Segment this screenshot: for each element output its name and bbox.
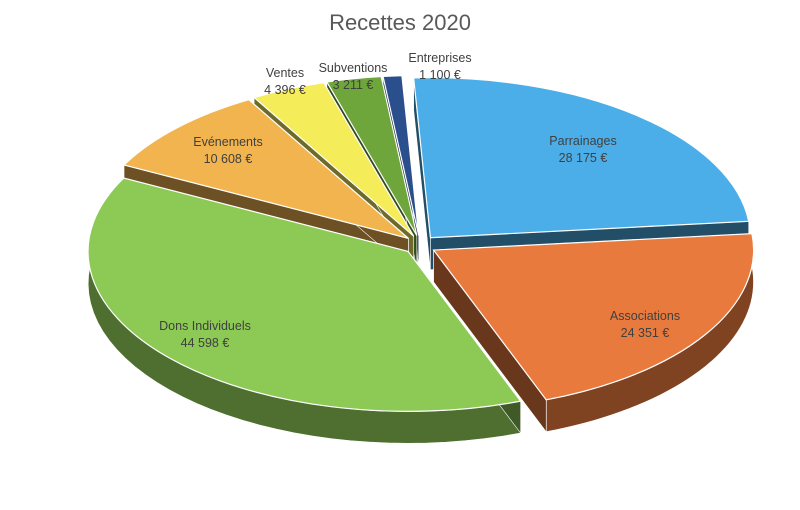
slice-name-label: Parrainages xyxy=(549,134,616,148)
slice-value-label: 44 598 € xyxy=(181,336,230,350)
pie-slice-ventes xyxy=(252,81,415,237)
slice-value-label: 10 608 € xyxy=(204,152,253,166)
slice-value-label: 3 211 € xyxy=(333,78,374,92)
slice-value-label: 28 175 € xyxy=(559,151,608,165)
pie-slice-dons-individuels xyxy=(87,177,522,412)
pie-slice-ev-nements xyxy=(122,99,409,239)
slice-name-label: Evénements xyxy=(193,135,262,149)
slice-name-label: Dons Individuels xyxy=(159,319,251,333)
pie-slice-subventions xyxy=(325,75,418,236)
slice-name-label: Ventes xyxy=(266,66,304,80)
slice-name-label: Entreprises xyxy=(408,51,471,65)
pie-slice-entreprises xyxy=(382,75,420,236)
slice-name-label: Associations xyxy=(610,309,680,323)
pie-slice-parrainages xyxy=(412,77,750,239)
slice-value-label: 1 100 € xyxy=(419,68,461,82)
chart-title: Recettes 2020 xyxy=(329,10,471,35)
pie-slice-associations xyxy=(432,233,755,401)
slice-value-label: 4 396 € xyxy=(264,83,306,97)
slice-value-label: 24 351 € xyxy=(621,326,670,340)
slice-name-label: Subventions xyxy=(319,61,388,75)
